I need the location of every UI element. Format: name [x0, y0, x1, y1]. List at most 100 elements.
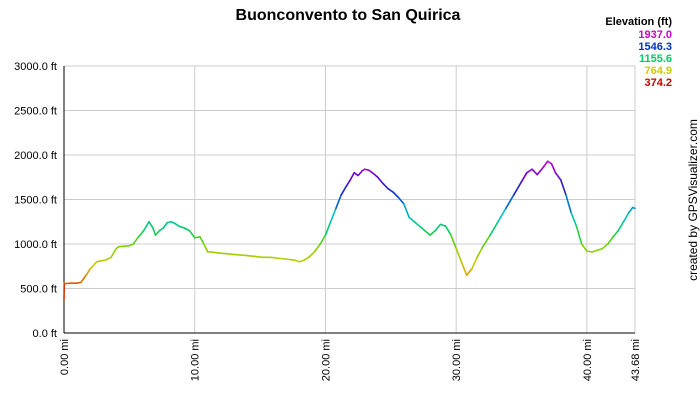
profile-segment — [376, 176, 384, 185]
profile-segment — [85, 268, 91, 276]
profile-segment — [178, 225, 186, 229]
profile-segment — [476, 246, 484, 259]
profile-segment — [293, 259, 301, 263]
profile-segment — [586, 250, 593, 253]
profile-segment — [531, 168, 539, 176]
profile-segment — [303, 255, 311, 261]
profile-segment — [408, 216, 416, 223]
profile-segment — [246, 254, 256, 258]
profile-segment — [565, 194, 573, 214]
profile-segment — [413, 220, 421, 227]
profile-segment — [580, 243, 588, 252]
profile-segment — [525, 168, 533, 174]
profile-segment — [199, 236, 205, 245]
profile-segment — [392, 191, 400, 199]
profile-segment — [439, 223, 447, 227]
y-tick-label: 2500.0 ft — [14, 106, 57, 118]
profile-segment — [489, 220, 499, 236]
profile-segment — [460, 260, 468, 276]
profile-segment — [329, 207, 337, 223]
grid-lines — [63, 65, 636, 334]
profile-segment — [210, 251, 220, 254]
profile-segment — [591, 249, 599, 253]
profile-segment — [193, 236, 201, 239]
profile-segment — [277, 257, 288, 260]
profile-segment — [596, 247, 604, 252]
profile-segment — [183, 227, 191, 232]
profile-segment — [382, 182, 389, 190]
profile-segment — [335, 194, 342, 210]
x-tick-label: 30.00 mi — [451, 339, 463, 381]
profile-segment — [154, 229, 161, 236]
profile-segment — [617, 220, 625, 232]
profile-segment — [627, 206, 634, 214]
y-tick-label: 1500.0 ft — [14, 195, 57, 207]
profile-segment — [450, 234, 457, 250]
profile-segment — [89, 260, 98, 270]
profile-segment — [418, 225, 426, 232]
profile-segment — [217, 252, 229, 255]
legend-entry: 764.9 — [644, 65, 672, 77]
profile-segment — [607, 236, 614, 245]
profile-segment — [434, 223, 442, 232]
profile-segment — [226, 252, 238, 256]
profile-segment — [162, 221, 169, 229]
profile-segment — [324, 220, 332, 236]
profile-segment — [99, 259, 107, 262]
profile-segment — [308, 250, 316, 258]
profile-segment — [554, 172, 562, 181]
legend-entry: 374.2 — [644, 77, 672, 89]
profile-segment — [105, 256, 112, 261]
profile-segment — [559, 179, 567, 196]
profile-segment — [371, 172, 379, 179]
y-tick-label: 500.0 ft — [20, 284, 57, 296]
profile-segment — [269, 256, 280, 260]
profile-segment — [570, 212, 578, 227]
profile-segment — [497, 207, 507, 223]
credit-text: created by GPSVisualizer.com — [686, 119, 700, 281]
x-tick-label: 40.00 mi — [582, 339, 594, 381]
profile-segment — [455, 247, 463, 263]
profile-segment — [319, 234, 327, 245]
profile-segment — [314, 243, 322, 252]
legend-title: Elevation (ft) — [605, 16, 672, 28]
profile-segment — [631, 206, 636, 210]
profile-segment — [235, 253, 248, 257]
profile-segment — [397, 196, 405, 205]
profile-segment — [387, 188, 395, 194]
profile-segment — [429, 229, 437, 236]
profile-segment — [622, 212, 630, 223]
legend-entry: 1937.0 — [638, 29, 672, 41]
profile-segment — [505, 194, 515, 210]
profile-segment — [471, 256, 478, 270]
profile-segment — [465, 268, 473, 276]
profile-segment — [80, 274, 88, 284]
profile-segment — [536, 167, 544, 176]
profile-segment — [444, 225, 452, 236]
x-tick-label: 0.00 mi — [59, 339, 71, 375]
profile-segment — [403, 203, 410, 219]
elevation-profile-line — [63, 160, 636, 301]
elevation-legend: Elevation (ft) 1937.01546.31155.6764.937… — [605, 16, 672, 89]
profile-segment — [110, 247, 118, 259]
y-tick-label: 3000.0 ft — [14, 61, 57, 73]
profile-segment — [575, 225, 583, 245]
x-tick-label: 43.68 mi — [630, 339, 642, 381]
profile-segment — [188, 229, 196, 239]
profile-segment — [512, 180, 523, 196]
profile-segment — [345, 179, 352, 187]
profile-segment — [601, 243, 609, 250]
profile-segment — [254, 255, 264, 259]
y-tick-label: 0.0 ft — [33, 328, 57, 340]
x-tick-label: 20.00 mi — [320, 339, 332, 381]
legend-entry: 1155.6 — [639, 53, 672, 65]
profile-segment — [481, 234, 491, 249]
legend-entry: 1546.3 — [638, 41, 672, 53]
profile-segment — [132, 236, 140, 245]
profile-segment — [520, 172, 528, 183]
profile-segment — [148, 220, 154, 229]
y-tick-label: 2000.0 ft — [14, 150, 57, 162]
x-axis-ticks: 0.00 mi 10.00 mi 20.00 mi 30.00 mi 40.00 mi 4… — [59, 339, 642, 381]
profile-segment — [203, 243, 209, 253]
